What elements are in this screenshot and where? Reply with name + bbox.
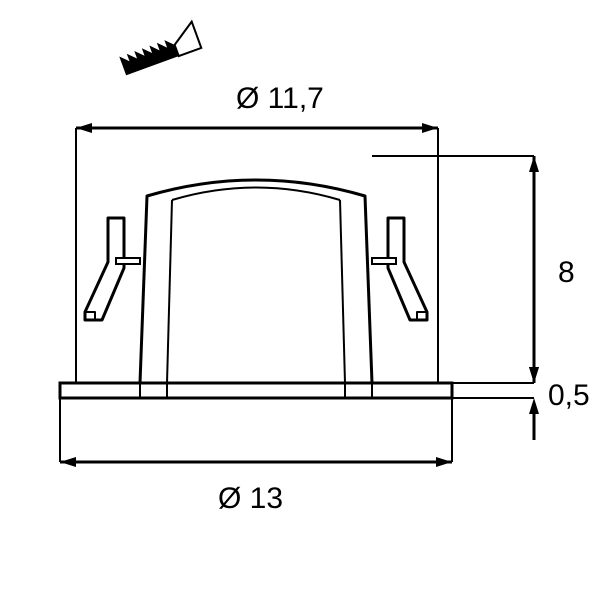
dim-height: 8: [558, 256, 575, 289]
technical-drawing: Ø 11,7 Ø 13 8 0,5: [0, 0, 600, 600]
dim-bottom-outer: Ø 13: [218, 482, 283, 515]
saw-icon: [117, 22, 202, 76]
dim-top-cutout: Ø 11,7: [236, 82, 324, 115]
dim-flange: 0,5: [548, 379, 590, 412]
